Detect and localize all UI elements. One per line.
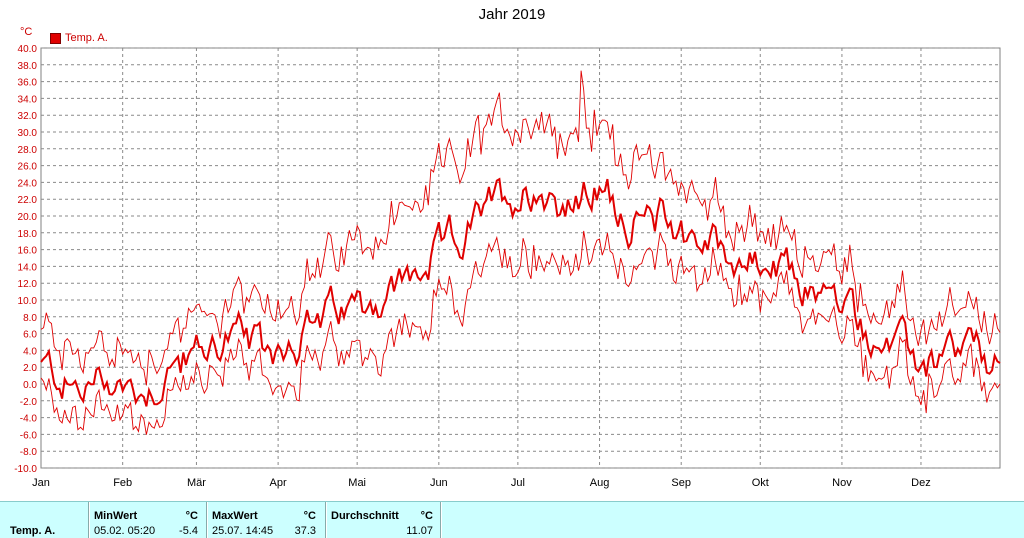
plot-area: [40, 47, 1001, 469]
stats-divider: [440, 502, 442, 538]
y-unit-label: °C: [20, 26, 33, 38]
stats-min-cell: MinWert °C 05.02. 05:20 -5.4: [90, 502, 204, 538]
max-header: MaxWert: [212, 510, 258, 522]
y-tick-label: 16.0: [18, 246, 38, 257]
y-tick-label: 14.0: [18, 262, 38, 273]
x-tick-label: Okt: [752, 477, 769, 489]
legend-swatch: [50, 32, 61, 44]
legend: Temp. A.: [50, 32, 108, 44]
stats-divider: [206, 502, 208, 538]
series-line-mean: [40, 177, 1001, 407]
series-line-min: [40, 230, 1001, 435]
y-tick-label: 40.0: [18, 44, 38, 55]
y-tick-label: 32.0: [18, 111, 38, 122]
x-tick-label: Dez: [911, 477, 931, 489]
y-tick-label: 0.0: [23, 380, 37, 391]
x-tick-label: Mär: [187, 477, 206, 489]
y-tick-label: 26.0: [18, 162, 38, 173]
y-tick-label: -2.0: [20, 397, 38, 408]
stats-divider: [325, 502, 327, 538]
max-datetime: 25.07. 14:45: [212, 525, 274, 537]
x-tick-label: Jan: [32, 477, 50, 489]
x-tick-label: Aug: [590, 477, 610, 489]
min-datetime: 05.02. 05:20: [94, 525, 156, 537]
y-tick-label: -6.0: [20, 430, 38, 441]
min-value: -5.4: [179, 525, 198, 537]
y-tick-label: 10.0: [18, 296, 38, 307]
min-unit: °C: [185, 510, 198, 522]
max-unit: °C: [303, 510, 316, 522]
y-tick-label: 2.0: [23, 363, 37, 374]
y-tick-label: 36.0: [18, 78, 38, 89]
y-tick-label: 28.0: [18, 145, 38, 156]
x-tick-label: Sep: [671, 477, 691, 489]
x-tick-label: Apr: [270, 477, 287, 489]
y-tick-label: 22.0: [18, 195, 38, 206]
avg-value: 11.07: [406, 525, 433, 537]
y-tick-label: -10.0: [14, 464, 37, 475]
chart-title: Jahr 2019: [478, 6, 546, 23]
legend-label: Temp. A.: [65, 32, 108, 44]
y-tick-label: 24.0: [18, 178, 38, 189]
y-tick-label: 12.0: [18, 279, 38, 290]
y-tick-label: 34.0: [18, 94, 38, 105]
y-tick-label: 38.0: [18, 61, 38, 72]
y-tick-label: 18.0: [18, 229, 38, 240]
x-tick-label: Jun: [430, 477, 448, 489]
avg-unit: °C: [420, 510, 433, 522]
x-tick-label: Nov: [832, 477, 852, 489]
y-tick-label: 8.0: [23, 313, 37, 324]
x-tick-label: Mai: [348, 477, 366, 489]
stats-row-label: Temp. A.: [10, 525, 56, 537]
y-tick-label: -4.0: [20, 414, 38, 425]
temperature-chart: 40.0 38.0 36.0 34.0 32.0 30.0 28.0 26.0 24.0 22.0…: [14, 44, 1001, 489]
max-value: 37.3: [294, 525, 316, 537]
y-tick-label: -8.0: [20, 447, 38, 458]
stats-row-label-cell: Temp. A.: [6, 502, 86, 538]
stats-max-cell: MaxWert °C 25.07. 14:45 37.3: [208, 502, 322, 538]
stats-divider: [88, 502, 90, 538]
x-tick-label: Feb: [113, 477, 132, 489]
y-tick-label: 30.0: [18, 128, 38, 139]
stats-bar: Temp. A. MinWert °C 05.02. 05:20 -5.4 Ma…: [0, 501, 1024, 538]
min-header: MinWert: [94, 510, 138, 522]
avg-header: Durchschnitt: [331, 510, 399, 522]
series-line-max: [40, 70, 1001, 386]
y-tick-label: 4.0: [23, 346, 37, 357]
x-tick-label: Jul: [511, 477, 525, 489]
y-tick-label: 20.0: [18, 212, 38, 223]
y-tick-label: 6.0: [23, 330, 37, 341]
stats-avg-cell: Durchschnitt °C 11.07: [327, 502, 439, 538]
